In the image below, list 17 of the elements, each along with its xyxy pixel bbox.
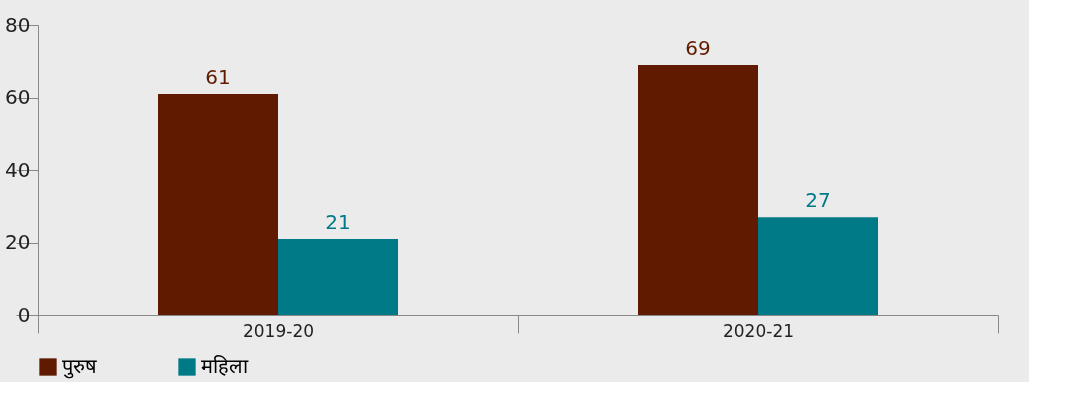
bar (638, 64, 758, 315)
y-tick-label: 40 (5, 157, 31, 182)
y-tick-label: 0 (17, 302, 31, 327)
data-label: 27 (805, 188, 831, 213)
legend-label: महिला (201, 354, 249, 378)
legend-label: पुरुष (62, 354, 97, 379)
data-label: 21 (325, 209, 351, 234)
y-tick-label: 60 (5, 85, 31, 109)
bar (758, 217, 878, 315)
x-tick-label: 2020-21 (722, 320, 795, 341)
bar (158, 93, 278, 315)
data-label: 61 (205, 64, 231, 89)
y-tick-label: 20 (5, 230, 31, 254)
x-tick-label: 2019-20 (242, 320, 315, 341)
bar (278, 238, 398, 315)
y-tick-label: 80 (5, 12, 31, 37)
data-label: 69 (685, 35, 711, 60)
